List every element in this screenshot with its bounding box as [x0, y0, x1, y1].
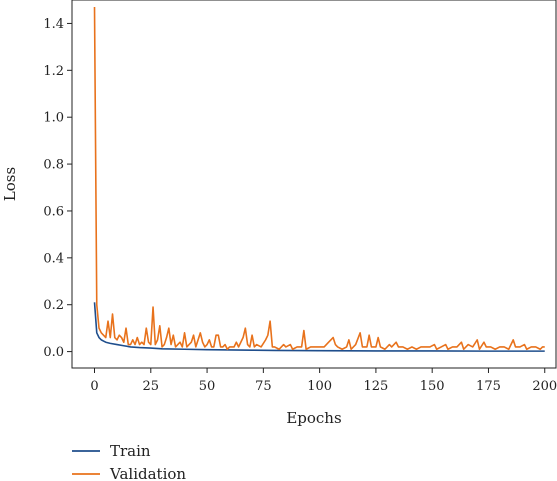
- x-tick-label: 0: [90, 379, 98, 394]
- y-axis-label: Loss: [1, 167, 19, 201]
- series-lines: [93, 7, 545, 352]
- y-tick-label: 1.2: [43, 64, 64, 79]
- y-tick-label: 0.2: [43, 298, 64, 313]
- y-tick-label: 0.6: [43, 204, 64, 219]
- x-tick-label: 75: [255, 379, 272, 394]
- x-tick-label: 50: [199, 379, 216, 394]
- x-tick-label: 100: [307, 379, 332, 394]
- series-line-validation: [93, 7, 545, 351]
- y-tick-label: 0.8: [43, 158, 64, 173]
- legend: Train Validation: [72, 442, 186, 481]
- axis-ticks: 0 25 50 75 100 125 150 175 200 0.0 0.2 0.4 0.6 0.8 1.0…: [43, 17, 557, 394]
- x-tick-label: 175: [476, 379, 501, 394]
- x-tick-label: 125: [363, 379, 388, 394]
- y-tick-label: 0.0: [43, 345, 64, 360]
- x-tick-label: 25: [143, 379, 160, 394]
- x-tick-label: 200: [532, 379, 557, 394]
- legend-label: Train: [110, 442, 151, 460]
- y-tick-label: 1.0: [43, 111, 64, 126]
- legend-label: Validation: [109, 465, 186, 481]
- series-line-train: [93, 302, 545, 352]
- y-tick-label: 1.4: [43, 17, 64, 32]
- x-axis-label: Epochs: [286, 409, 341, 427]
- plot-frame: [71, 0, 557, 369]
- x-tick-label: 150: [420, 379, 445, 394]
- y-tick-label: 0.4: [43, 251, 64, 266]
